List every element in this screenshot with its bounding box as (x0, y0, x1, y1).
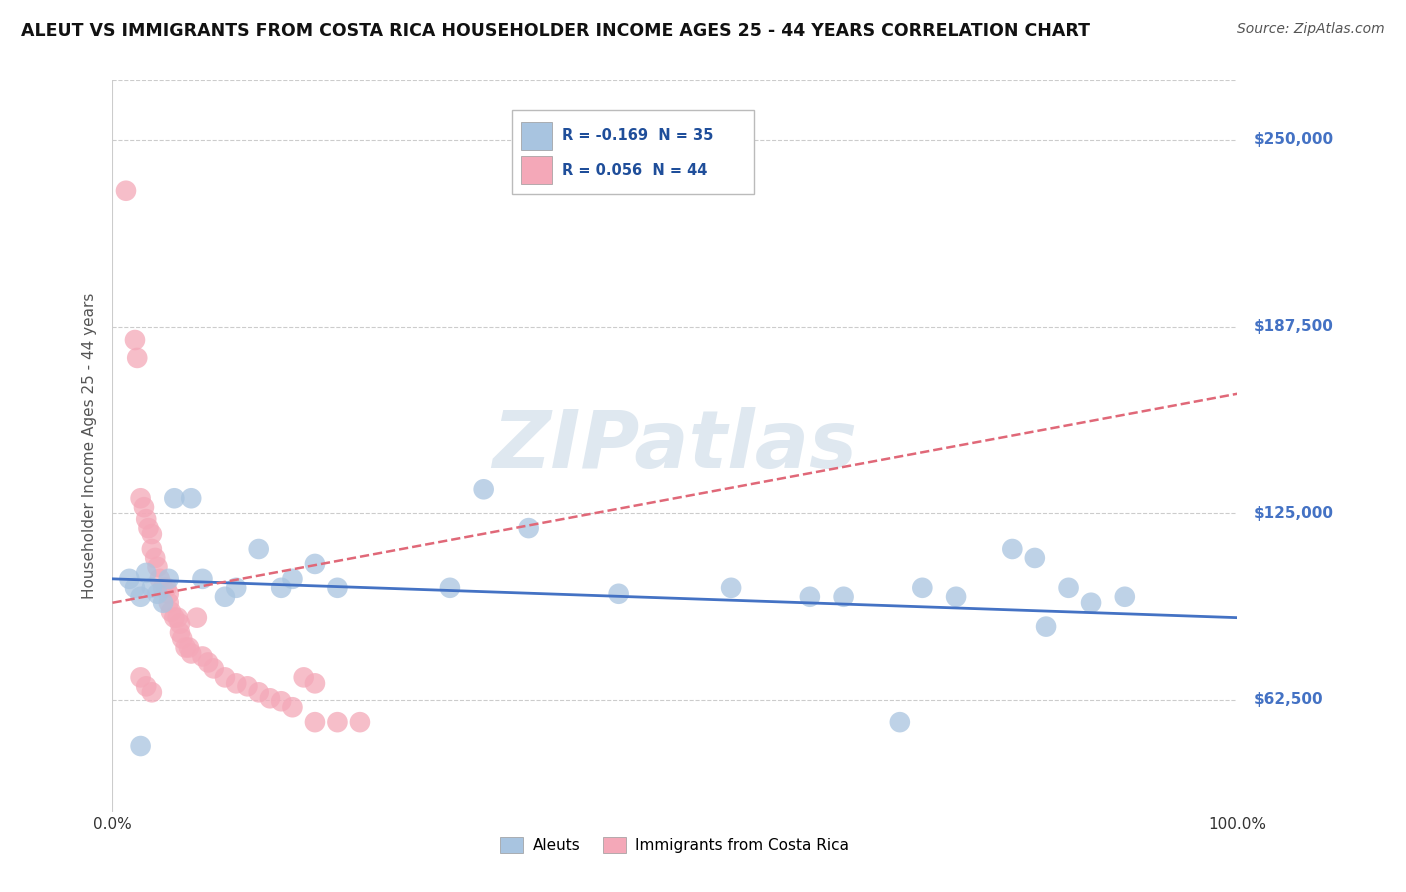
Point (129, 590, 152, 604)
Point (1057, 581, 1080, 595)
Point (214, 670, 236, 684)
Point (135, 512, 157, 526)
Point (214, 590, 236, 604)
Point (270, 694, 292, 708)
Point (281, 572, 304, 586)
Point (169, 616, 191, 631)
Text: $250,000: $250,000 (1254, 133, 1334, 147)
Point (129, 491, 152, 506)
Point (304, 676, 326, 690)
Point (186, 610, 208, 624)
Point (172, 632, 194, 646)
Point (152, 581, 174, 595)
Point (1001, 541, 1024, 556)
Point (160, 605, 183, 619)
Point (129, 739, 152, 753)
Text: $125,000: $125,000 (1254, 506, 1334, 521)
Point (146, 560, 169, 574)
Point (349, 715, 371, 730)
Point (191, 649, 214, 664)
Bar (520, 156, 553, 184)
Point (166, 610, 188, 624)
Point (124, 581, 146, 595)
Point (304, 557, 326, 571)
Point (115, 184, 138, 198)
Point (124, 333, 146, 347)
Point (202, 661, 225, 675)
Point (132, 500, 155, 515)
Point (259, 691, 281, 706)
Text: R = -0.169  N = 35: R = -0.169 N = 35 (562, 128, 714, 144)
Point (945, 590, 967, 604)
Point (180, 491, 202, 506)
Point (118, 572, 141, 586)
Point (911, 581, 934, 595)
Point (141, 685, 163, 699)
Point (129, 670, 152, 684)
Point (127, 351, 149, 365)
Text: $62,500: $62,500 (1254, 692, 1324, 707)
Point (247, 541, 270, 556)
Point (141, 581, 163, 595)
Point (169, 625, 191, 640)
Point (163, 491, 186, 506)
Point (135, 679, 157, 693)
Point (292, 670, 315, 684)
Text: Source: ZipAtlas.com: Source: ZipAtlas.com (1237, 22, 1385, 37)
Point (141, 527, 163, 541)
Text: ZIPatlas: ZIPatlas (492, 407, 858, 485)
Point (149, 572, 172, 586)
Point (304, 715, 326, 730)
Point (832, 590, 855, 604)
Point (607, 587, 630, 601)
Point (143, 551, 166, 566)
Point (236, 679, 259, 693)
Text: R = 0.056  N = 44: R = 0.056 N = 44 (562, 162, 707, 178)
Point (517, 521, 540, 535)
Point (157, 572, 180, 586)
Point (439, 581, 461, 595)
Point (177, 640, 200, 655)
Point (1035, 619, 1057, 633)
Point (157, 596, 180, 610)
Point (1080, 596, 1102, 610)
Point (720, 581, 742, 595)
Point (191, 572, 214, 586)
Point (889, 715, 911, 730)
Point (326, 581, 349, 595)
Legend: Aleuts, Immigrants from Costa Rica: Aleuts, Immigrants from Costa Rica (495, 830, 855, 859)
Point (163, 610, 186, 624)
Point (155, 581, 177, 595)
Point (157, 587, 180, 601)
Point (1114, 590, 1136, 604)
Point (141, 541, 163, 556)
Point (225, 581, 247, 595)
Point (247, 685, 270, 699)
Point (180, 647, 202, 661)
Text: $187,500: $187,500 (1254, 319, 1334, 334)
Point (152, 596, 174, 610)
Bar (520, 122, 553, 150)
Text: ALEUT VS IMMIGRANTS FROM COSTA RICA HOUSEHOLDER INCOME AGES 25 - 44 YEARS CORREL: ALEUT VS IMMIGRANTS FROM COSTA RICA HOUS… (21, 22, 1090, 40)
Point (225, 676, 247, 690)
Point (1024, 551, 1046, 566)
Point (138, 521, 160, 535)
Point (174, 640, 197, 655)
Y-axis label: Householder Income Ages 25 - 44 years: Householder Income Ages 25 - 44 years (82, 293, 97, 599)
Point (281, 700, 304, 714)
Point (135, 566, 157, 580)
Point (146, 587, 169, 601)
Point (472, 483, 495, 497)
Point (799, 590, 821, 604)
Point (197, 656, 219, 670)
FancyBboxPatch shape (512, 110, 754, 194)
Point (270, 581, 292, 595)
Point (326, 715, 349, 730)
